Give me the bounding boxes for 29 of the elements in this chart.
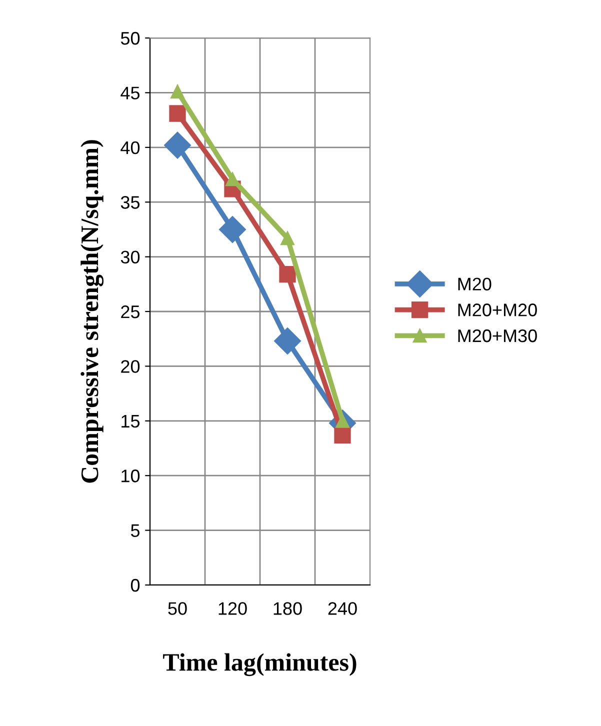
point xyxy=(279,266,296,283)
y-tick-label: 50 xyxy=(120,32,140,45)
legend-label: M20 xyxy=(458,278,492,290)
x-tick-label: 180 xyxy=(274,602,302,615)
y-tick-label: 0 xyxy=(130,578,140,592)
y-tick-label: 30 xyxy=(120,250,140,264)
y-tick-label: 20 xyxy=(121,360,140,373)
point xyxy=(274,328,301,354)
legend-label: M20+M30 xyxy=(458,329,537,342)
y-tick-label: 15 xyxy=(122,415,140,428)
point xyxy=(334,426,351,444)
y-tick-label: 40 xyxy=(120,141,140,154)
point xyxy=(169,105,186,122)
point xyxy=(170,84,184,99)
y-tick-label: 25 xyxy=(121,305,140,318)
point xyxy=(226,172,240,186)
y-tick-label: 45 xyxy=(120,86,140,100)
y-tick-label: 5 xyxy=(130,524,140,538)
y-tick-label: 10 xyxy=(122,470,140,482)
point xyxy=(280,231,294,246)
y-axis-title: Compressive strength(N/sq.mm) xyxy=(80,140,104,483)
x-tick-label: 240 xyxy=(328,602,357,615)
point xyxy=(164,132,191,159)
y-tick-label: 35 xyxy=(120,196,140,209)
x-tick-label: 50 xyxy=(168,602,187,615)
x-tick-label: 120 xyxy=(218,602,247,615)
legend-label: M20+M20 xyxy=(458,304,537,316)
x-axis-title: Time lag(minutes) xyxy=(163,653,356,676)
point xyxy=(219,216,246,243)
